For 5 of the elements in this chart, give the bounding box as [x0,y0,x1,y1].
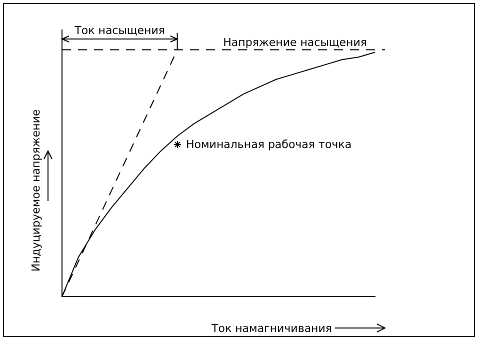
annotation: Номинальная рабочая точка [186,138,352,150]
text: Ток насыщения [74,24,165,38]
y-axis-title: Индуцируемое напряжение [30,108,43,272]
x-axis-title: Ток намагничивания [212,322,332,334]
ref-line-label: Напряжение насыщения [223,36,367,50]
